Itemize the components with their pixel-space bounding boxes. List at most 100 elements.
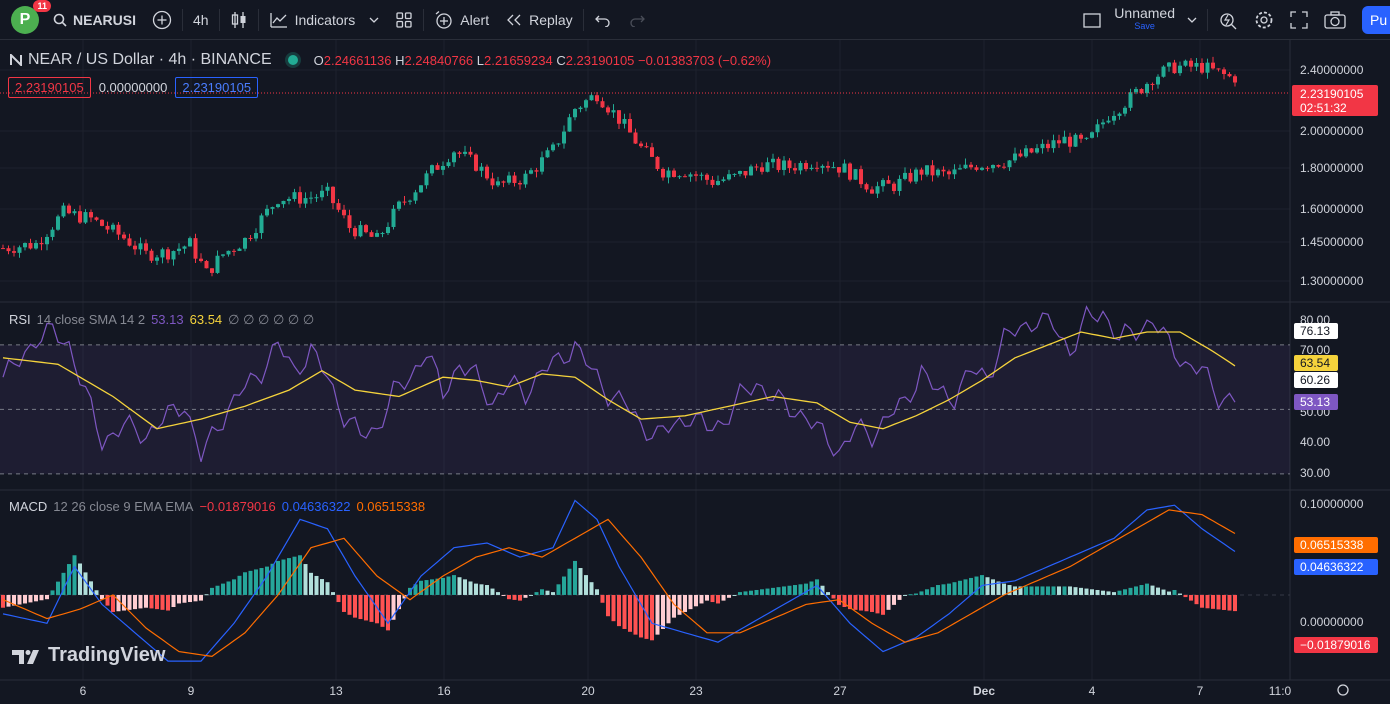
replay-button[interactable]: Replay bbox=[497, 0, 581, 40]
candle-body bbox=[512, 175, 517, 183]
macd-histogram-bar bbox=[265, 566, 269, 595]
candle-body bbox=[633, 132, 638, 144]
layout-select-button[interactable]: Unnamed Save bbox=[1074, 0, 1205, 40]
macd-histogram-bar bbox=[1123, 589, 1127, 595]
candle-body bbox=[226, 250, 231, 255]
candle-body bbox=[265, 208, 269, 216]
user-avatar[interactable]: P 11 bbox=[11, 0, 51, 34]
candle-body bbox=[292, 192, 297, 199]
alert-button[interactable]: Alert bbox=[426, 0, 497, 40]
candle-body bbox=[1222, 69, 1226, 75]
compare-symbol-button[interactable] bbox=[144, 0, 180, 40]
macd-histogram-bar bbox=[6, 594, 11, 607]
macd-histogram-bar bbox=[160, 594, 165, 610]
templates-button[interactable] bbox=[387, 0, 421, 40]
candle-body bbox=[842, 163, 847, 173]
macd-histogram-bar bbox=[963, 579, 968, 595]
candle-body bbox=[276, 204, 280, 208]
candle-body bbox=[149, 250, 154, 261]
candle-body bbox=[199, 258, 203, 262]
candle-body bbox=[160, 249, 165, 258]
candle-body bbox=[144, 243, 148, 251]
symbol-search-button[interactable]: NEARUSI bbox=[45, 0, 144, 40]
candle-body bbox=[369, 232, 374, 237]
macd-histogram-bar bbox=[551, 592, 555, 595]
macd-histogram-bar bbox=[78, 563, 82, 595]
candle-body bbox=[1161, 66, 1166, 77]
macd-axis-tag-value: −0.01879016 bbox=[1300, 638, 1371, 652]
low-value: 2.21659234 bbox=[484, 52, 553, 68]
undo-button[interactable] bbox=[586, 0, 620, 40]
macd-histogram-bar bbox=[633, 594, 638, 635]
candle-body bbox=[457, 152, 462, 154]
candle-body bbox=[6, 248, 11, 252]
candle-body bbox=[215, 255, 220, 273]
chart-area[interactable]: 2.40000000 2.00000000 1.80000000 1.60000000… bbox=[0, 40, 1390, 704]
candle-body bbox=[919, 169, 924, 175]
redo-button[interactable] bbox=[620, 0, 654, 40]
candle-body bbox=[12, 251, 16, 253]
candle-body bbox=[254, 233, 258, 239]
macd-histogram-bar bbox=[342, 594, 346, 612]
candle-body bbox=[1123, 107, 1127, 114]
candle-body bbox=[221, 254, 225, 256]
candle-body bbox=[831, 167, 836, 169]
candle-body bbox=[111, 224, 115, 230]
macd-histogram-bar bbox=[331, 592, 335, 595]
indicators-button[interactable]: Indicators bbox=[261, 0, 388, 40]
candle-body bbox=[754, 166, 759, 168]
macd-histogram-bar bbox=[353, 594, 357, 618]
candle-body bbox=[309, 197, 313, 199]
candle-body bbox=[1068, 136, 1072, 147]
settings-button[interactable] bbox=[1246, 0, 1282, 40]
sell-price-box[interactable]: 2.23190105 bbox=[8, 77, 91, 98]
candle-body bbox=[479, 166, 484, 171]
candle-body bbox=[941, 169, 946, 172]
macd-histogram-bar bbox=[562, 576, 566, 595]
macd-histogram-bar bbox=[61, 572, 66, 595]
macd-histogram-bar bbox=[496, 592, 500, 595]
macd-histogram-bar bbox=[17, 594, 22, 605]
open-label: O bbox=[313, 52, 324, 68]
macd-histogram-bar bbox=[155, 594, 159, 610]
macd-histogram-bar bbox=[413, 584, 418, 595]
top-toolbar: P 11 NEARUSI 4h Indicators Alert Replay bbox=[0, 0, 1390, 40]
snapshot-button[interactable] bbox=[1316, 0, 1354, 40]
macd-histogram-bar bbox=[512, 594, 517, 600]
tradingview-logo[interactable]: TradingView bbox=[12, 644, 165, 667]
rsi-empty-values: ∅ ∅ ∅ ∅ ∅ ∅ bbox=[228, 312, 315, 327]
macd-histogram-bar bbox=[287, 558, 291, 595]
publish-button[interactable]: Pu bbox=[1362, 6, 1390, 34]
toolbar-divider bbox=[1207, 9, 1208, 31]
macd-histogram-bar bbox=[952, 582, 957, 595]
macd-histogram-bar bbox=[1156, 587, 1160, 595]
candle-body bbox=[248, 237, 253, 239]
candle-body bbox=[914, 169, 918, 182]
candle-body bbox=[980, 167, 984, 170]
macd-histogram-bar bbox=[292, 556, 297, 595]
candle-body bbox=[452, 152, 456, 163]
rsi-value: 53.13 bbox=[151, 312, 184, 327]
rsi-axis-tag bbox=[1294, 323, 1338, 339]
macd-histogram-bar bbox=[67, 564, 71, 595]
candle-body bbox=[1156, 76, 1160, 85]
candle-body bbox=[1079, 134, 1083, 139]
macd-histogram-bar bbox=[864, 594, 869, 612]
candle-body bbox=[353, 228, 357, 237]
redo-icon bbox=[630, 15, 645, 27]
candle-body bbox=[661, 168, 665, 178]
macd-histogram-bar bbox=[391, 594, 396, 620]
macd-histogram-bar bbox=[732, 594, 737, 596]
quick-search-button[interactable] bbox=[1210, 0, 1246, 40]
high-label: H bbox=[395, 52, 405, 68]
candle-body bbox=[386, 226, 390, 234]
macd-histogram-bar bbox=[628, 594, 632, 632]
axis-settings-gear-icon[interactable] bbox=[1337, 684, 1349, 696]
candle-body bbox=[28, 243, 33, 249]
buy-price-box[interactable]: 2.23190105 bbox=[175, 77, 259, 98]
chart-type-button[interactable] bbox=[222, 0, 256, 40]
macd-histogram-bar bbox=[617, 594, 621, 627]
interval-button[interactable]: 4h bbox=[185, 0, 217, 40]
chart-canvas[interactable]: 2.40000000 2.00000000 1.80000000 1.60000000… bbox=[0, 40, 1390, 704]
fullscreen-button[interactable] bbox=[1282, 0, 1316, 40]
